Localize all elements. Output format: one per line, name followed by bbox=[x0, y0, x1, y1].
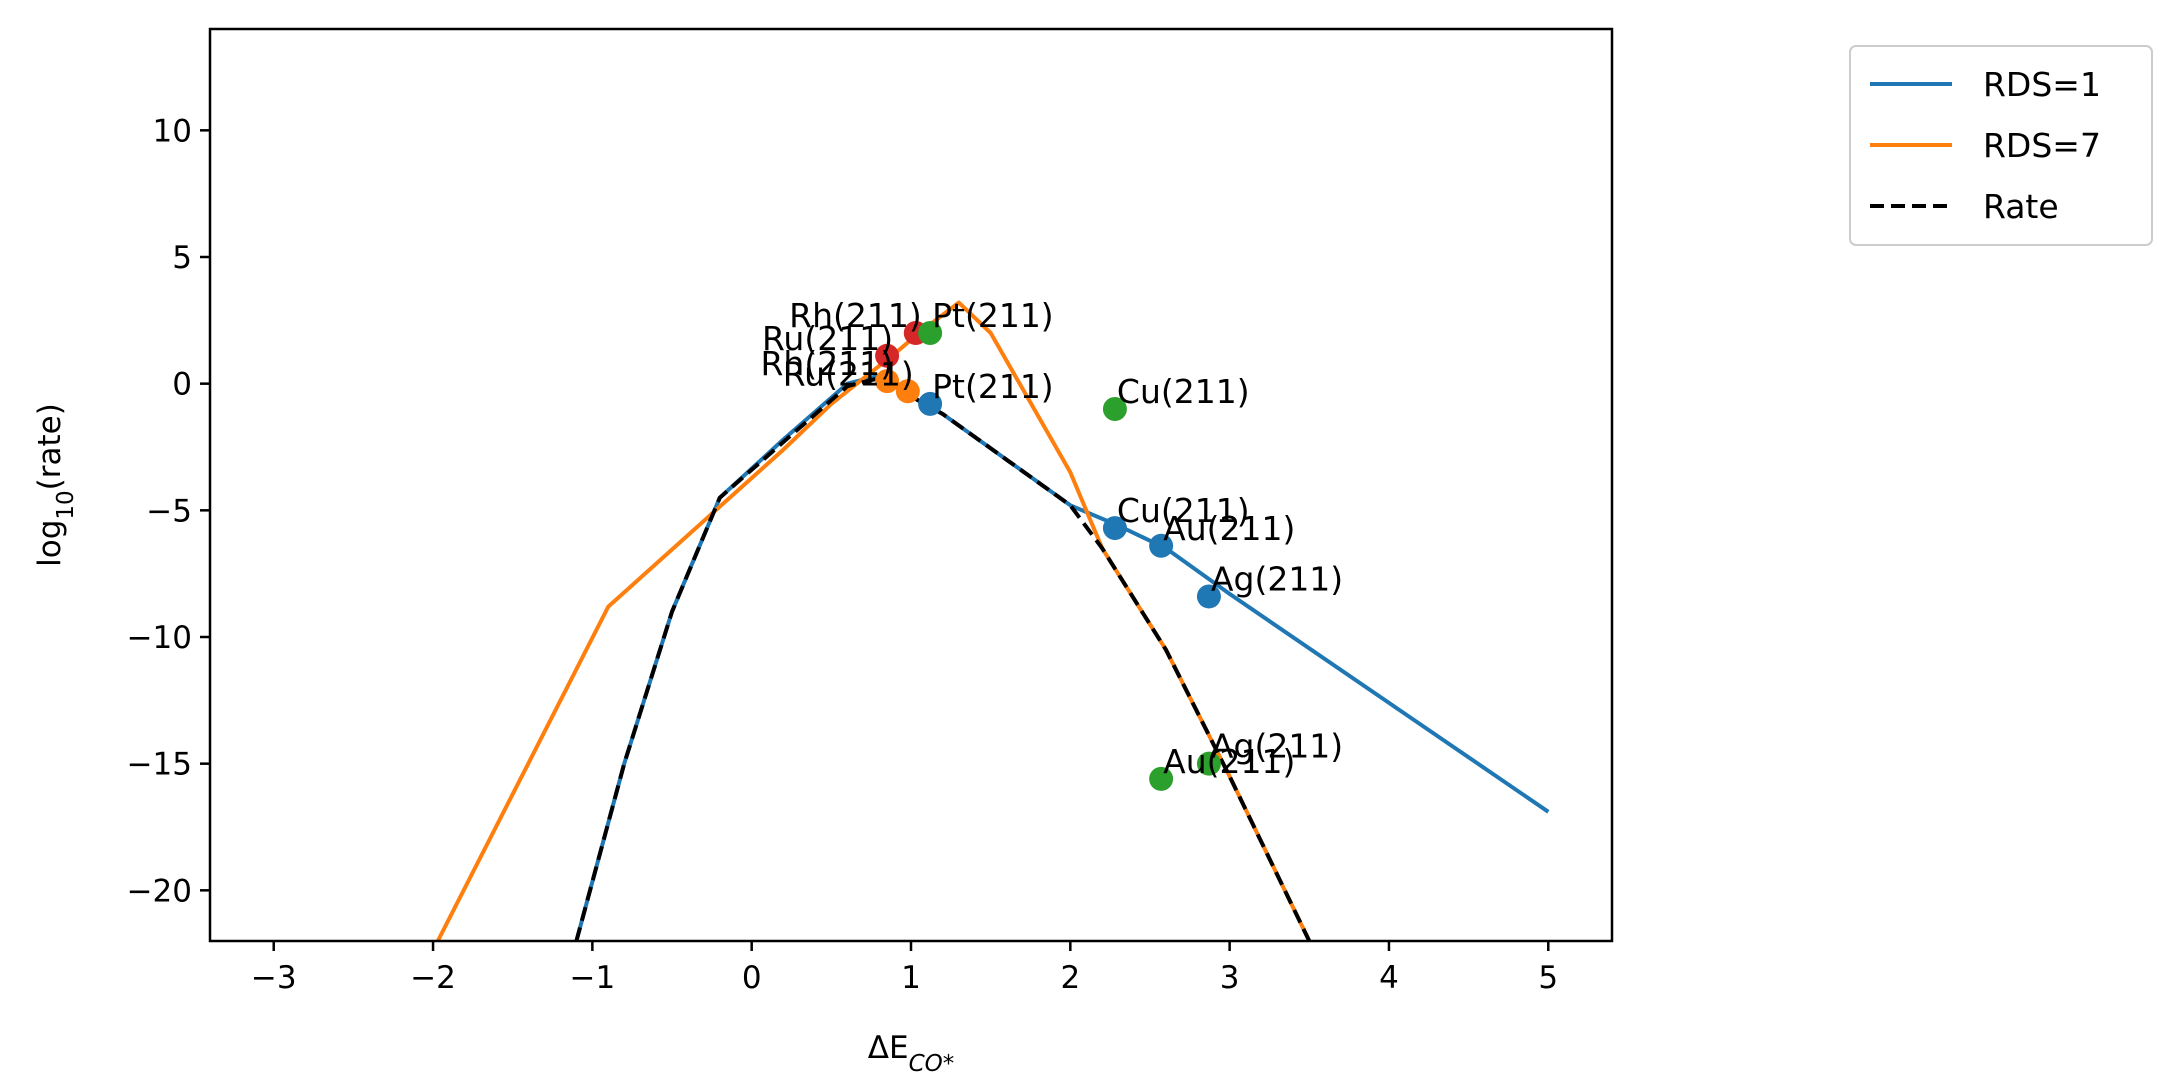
data-point-marker bbox=[1149, 766, 1174, 791]
y-axis-ticks: 10 5 0 −5 −10 −15 −20 bbox=[127, 113, 210, 909]
x-tick-label: −3 bbox=[251, 960, 297, 996]
data-point-label: Ru(211) bbox=[783, 354, 914, 393]
data-point-marker bbox=[875, 343, 900, 368]
point-labels: Rh(211)Ru(211)Pt(211)Rh(211)Ru(211) Pt(21… bbox=[761, 296, 1344, 781]
y-axis-label-sub: 10 bbox=[53, 490, 79, 519]
data-point-label: Ag(211) bbox=[1211, 727, 1343, 766]
data-point-label: Pt(211) bbox=[932, 296, 1054, 335]
legend-label-rds1: RDS=1 bbox=[1983, 65, 2101, 104]
data-point-marker bbox=[875, 369, 900, 394]
y-tick-label: −5 bbox=[146, 493, 192, 529]
x-axis-ticks: −3 −2 −1 0 1 2 3 4 5 bbox=[251, 941, 1558, 996]
y-axis-label-base: log bbox=[32, 520, 68, 567]
data-point-marker bbox=[895, 379, 920, 404]
data-point-marker bbox=[1196, 584, 1221, 609]
y-axis-label-suffix: (rate) bbox=[32, 403, 68, 490]
data-point-marker bbox=[1149, 533, 1174, 558]
x-tick-label: 5 bbox=[1538, 960, 1558, 996]
data-point-label: Ag(211) bbox=[1211, 559, 1343, 598]
data-point-label: Rh(211) bbox=[761, 344, 894, 383]
x-tick-label: 4 bbox=[1379, 960, 1399, 996]
y-tick-label: −15 bbox=[127, 747, 192, 783]
legend-label-rate: Rate bbox=[1983, 187, 2059, 226]
data-point-label: Pt(211) bbox=[932, 367, 1054, 406]
data-point-label: Cu(211) bbox=[1117, 491, 1250, 530]
y-tick-label: 5 bbox=[172, 240, 192, 276]
x-tick-label: −1 bbox=[570, 960, 616, 996]
data-point-label: Ru(211) bbox=[762, 319, 893, 358]
data-point-label: Au(211) bbox=[1163, 509, 1295, 548]
y-axis-label: log10(rate) bbox=[32, 403, 79, 567]
data-point-marker bbox=[1102, 397, 1127, 421]
legend: RDS=1 RDS=7 Rate bbox=[1849, 45, 2153, 246]
point-markers bbox=[875, 321, 1221, 791]
data-point-marker bbox=[918, 321, 943, 345]
legend-box bbox=[1849, 45, 2153, 246]
legend-label-rds7: RDS=7 bbox=[1983, 126, 2101, 165]
x-tick-label: −2 bbox=[410, 960, 456, 996]
data-point-label: Rh(211) bbox=[789, 296, 922, 335]
y-tick-label: −10 bbox=[127, 620, 192, 656]
x-tick-label: 2 bbox=[1060, 960, 1080, 996]
y-tick-label: 0 bbox=[172, 367, 192, 403]
x-tick-label: 1 bbox=[901, 960, 921, 996]
x-tick-label: 0 bbox=[742, 960, 762, 996]
series-line-rate bbox=[574, 374, 1312, 941]
x-axis-label-sub: CO* bbox=[909, 1051, 955, 1077]
data-point-marker bbox=[918, 391, 943, 416]
data-point-label: Cu(211) bbox=[1117, 372, 1250, 411]
x-axis-label: ΔECO* bbox=[868, 1030, 954, 1077]
y-tick-label: −20 bbox=[127, 873, 192, 909]
data-point-marker bbox=[1102, 516, 1127, 541]
y-tick-label: 10 bbox=[153, 113, 192, 149]
data-point-label: Au(211) bbox=[1163, 742, 1295, 781]
data-point-marker bbox=[1196, 751, 1221, 776]
x-axis-label-base: ΔE bbox=[868, 1030, 909, 1066]
x-tick-label: 3 bbox=[1220, 960, 1240, 996]
